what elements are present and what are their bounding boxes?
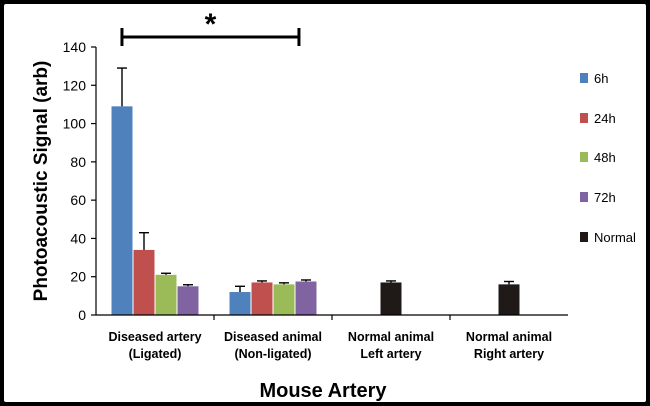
bar-24h [251,282,273,315]
legend: 6h 24h 48h 72h Normal [580,71,636,245]
significance-star: * [205,8,217,41]
bar-6h [111,106,133,315]
bar-72h [295,281,317,315]
bar-24h [133,249,155,315]
y-tick-label: 40 [70,230,86,246]
legend-swatch-24h [580,113,588,123]
x-category-label: Normal animal [348,330,434,344]
x-category-label: Diseased animal [224,330,322,344]
legend-label-normal: Normal [594,230,636,245]
y-tick-label: 60 [70,192,86,208]
legend-swatch-48h [580,152,588,162]
x-category-label: Left artery [360,347,421,361]
y-axis-title: Photoacoustic Signal (arb) [31,61,52,302]
legend-label-6h: 6h [594,71,608,86]
y-tick-label: 20 [70,269,86,285]
y-tick-label: 80 [70,154,86,170]
y-tick-label: 100 [63,116,87,132]
legend-label-48h: 48h [594,150,616,165]
bar-normal [498,284,520,315]
y-tick-label: 0 [78,307,86,323]
x-category-label: Normal animal [466,330,552,344]
y-tick-label: 120 [63,77,87,93]
significance-bracket: * [120,8,301,46]
x-category-label: (Ligated) [129,347,182,361]
chart-panel [4,4,646,402]
legend-swatch-6h [580,73,588,83]
x-axis-categories: Diseased artery (Ligated) Diseased animal (… [108,315,552,361]
legend-label-72h: 72h [594,190,616,205]
x-category-label: (Non-ligated) [234,347,311,361]
y-axis-ticks: 0 20 40 60 80 100 120 140 [63,39,96,323]
x-category-label: Diseased artery [108,330,201,344]
legend-swatch-72h [580,192,588,202]
x-axis-title: Mouse Artery [259,380,387,402]
bar-48h [155,274,177,315]
bar-normal [380,282,402,315]
legend-swatch-normal [580,232,588,242]
x-category-label: Right artery [474,347,544,361]
y-tick-label: 140 [63,39,87,55]
bar-48h [273,284,295,315]
bar-72h [177,286,199,315]
legend-label-24h: 24h [594,111,616,126]
bar-6h [229,292,251,315]
bars [111,67,520,315]
